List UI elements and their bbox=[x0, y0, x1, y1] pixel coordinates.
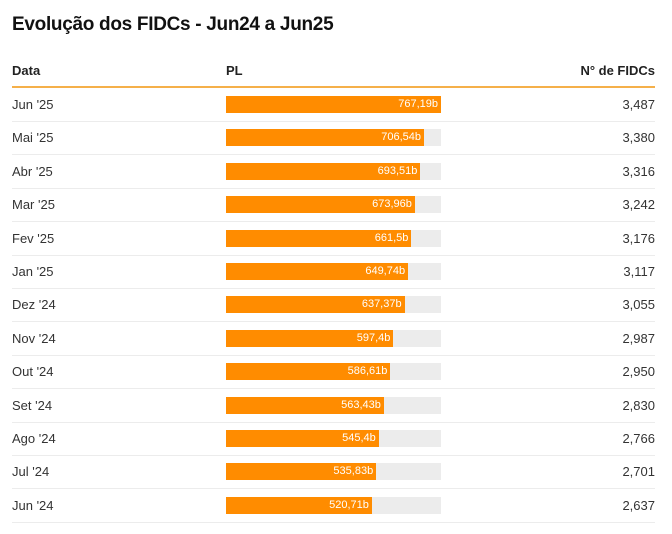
pl-label: 706,54b bbox=[381, 131, 421, 144]
table-row: Jul '24 535,83b 2,701 bbox=[12, 455, 655, 490]
pl-bar: 693,51b bbox=[226, 162, 421, 180]
row-count: 2,701 bbox=[622, 464, 655, 480]
row-date: Jun '24 bbox=[12, 497, 54, 513]
bar-track: 535,83b bbox=[226, 463, 441, 481]
pl-label: 637,37b bbox=[361, 298, 402, 311]
table-row: Abr '25 693,51b 3,316 bbox=[12, 155, 655, 189]
table-row: Fev '25 661,5b 3,176 bbox=[12, 222, 655, 256]
row-date: Set '24 bbox=[12, 397, 53, 413]
pl-label: 693,51b bbox=[377, 164, 418, 177]
table-row: Ago '24 545,4b 2,766 bbox=[12, 422, 655, 456]
header-date: Data bbox=[12, 63, 41, 78]
table-row: Set '24 563,43b 2,830 bbox=[12, 389, 655, 423]
pl-label: 563,43b bbox=[341, 398, 381, 411]
row-date: Ago '24 bbox=[12, 431, 56, 446]
row-count: 2,987 bbox=[622, 330, 655, 346]
row-date: Fev '25 bbox=[12, 230, 55, 246]
pl-label: 535,83b bbox=[333, 465, 374, 478]
row-count: 3,242 bbox=[622, 197, 655, 213]
pl-bar: 767,19b bbox=[226, 96, 441, 113]
row-count: 2,950 bbox=[622, 364, 655, 380]
row-date: Jul '24 bbox=[12, 464, 50, 480]
pl-label: 597,4b bbox=[356, 331, 391, 344]
row-date: Mai '25 bbox=[12, 130, 54, 146]
row-count: 3,176 bbox=[622, 230, 655, 246]
row-date: Abr '25 bbox=[12, 163, 53, 179]
row-date: Out '24 bbox=[12, 364, 54, 380]
row-count: 3,316 bbox=[622, 163, 655, 179]
bar-track: 706,54b bbox=[226, 129, 441, 147]
row-date: Jun '25 bbox=[12, 97, 54, 112]
bar-track: 767,19b bbox=[226, 96, 441, 113]
bar-track: 586,61b bbox=[226, 363, 441, 381]
row-count: 3,487 bbox=[622, 97, 655, 112]
bar-track: 563,43b bbox=[226, 396, 441, 414]
pl-bar: 637,37b bbox=[226, 296, 405, 314]
pl-label: 649,74b bbox=[365, 265, 406, 277]
table-row: Jun '25 767,19b 3,487 bbox=[12, 88, 655, 122]
table-row: Dez '24 637,37b 3,055 bbox=[12, 288, 655, 323]
header-count: N° de FIDCs bbox=[580, 63, 655, 78]
pl-label: 673,96b bbox=[372, 198, 412, 211]
bar-track: 520,71b bbox=[226, 496, 441, 514]
pl-bar: 706,54b bbox=[226, 129, 424, 147]
pl-bar: 535,83b bbox=[226, 463, 377, 481]
header-divider bbox=[12, 86, 655, 88]
row-date: Mar '25 bbox=[12, 197, 55, 213]
pl-bar: 545,4b bbox=[226, 430, 379, 447]
pl-label: 767,19b bbox=[398, 98, 438, 110]
pl-bar: 673,96b bbox=[226, 196, 415, 214]
pl-bar: 586,61b bbox=[226, 363, 391, 381]
bar-track: 649,74b bbox=[226, 263, 441, 280]
pl-bar: 661,5b bbox=[226, 229, 412, 247]
pl-bar: 563,43b bbox=[226, 396, 384, 414]
bar-track: 693,51b bbox=[226, 162, 441, 180]
pl-bar: 597,4b bbox=[226, 329, 394, 347]
row-count: 3,380 bbox=[622, 130, 655, 146]
row-date: Nov '24 bbox=[12, 330, 56, 346]
table-row: Jan '25 649,74b 3,117 bbox=[12, 255, 655, 289]
row-count: 3,117 bbox=[623, 264, 655, 279]
row-count: 2,637 bbox=[622, 497, 655, 513]
header-pl: PL bbox=[226, 63, 243, 78]
pl-label: 520,71b bbox=[329, 498, 369, 511]
row-count: 3,055 bbox=[622, 297, 655, 313]
row-count: 2,830 bbox=[622, 397, 655, 413]
table-row: Jun '24 520,71b 2,637 bbox=[12, 489, 655, 523]
table-row: Nov '24 597,4b 2,987 bbox=[12, 322, 655, 356]
pl-label: 586,61b bbox=[347, 365, 388, 378]
table-row: Mar '25 673,96b 3,242 bbox=[12, 188, 655, 223]
pl-label: 545,4b bbox=[342, 432, 376, 444]
pl-bar: 520,71b bbox=[226, 496, 372, 514]
bar-track: 637,37b bbox=[226, 296, 441, 314]
table-row: Mai '25 706,54b 3,380 bbox=[12, 121, 655, 156]
pl-bar: 649,74b bbox=[226, 263, 409, 280]
bar-track: 545,4b bbox=[226, 430, 441, 447]
bar-track: 673,96b bbox=[226, 196, 441, 214]
chart-title: Evolução dos FIDCs - Jun24 a Jun25 bbox=[12, 14, 334, 35]
table-row: Out '24 586,61b 2,950 bbox=[12, 355, 655, 390]
pl-label: 661,5b bbox=[374, 231, 409, 244]
row-count: 2,766 bbox=[622, 431, 655, 446]
row-date: Dez '24 bbox=[12, 297, 56, 313]
bar-track: 597,4b bbox=[226, 329, 441, 347]
bar-track: 661,5b bbox=[226, 229, 441, 247]
row-date: Jan '25 bbox=[12, 264, 54, 279]
